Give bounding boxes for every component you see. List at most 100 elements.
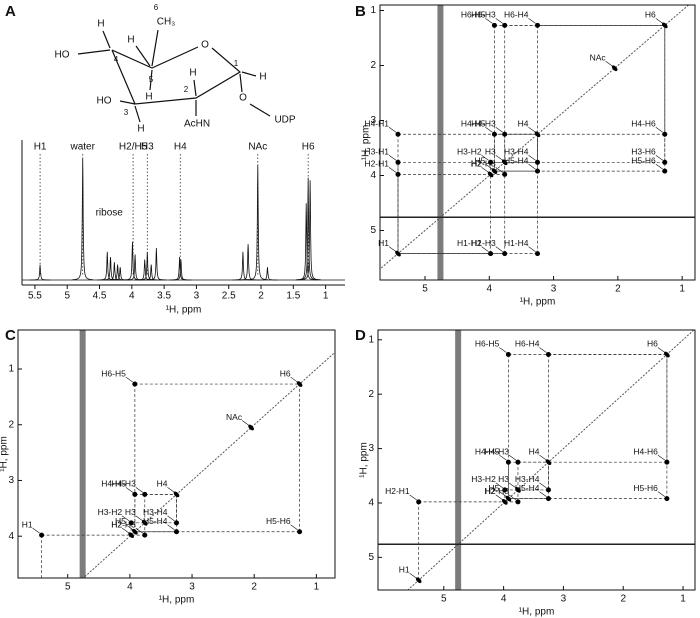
y-tick-label: 1 bbox=[370, 5, 376, 16]
leader bbox=[121, 527, 130, 534]
peak-label: H6-H4 bbox=[504, 10, 529, 20]
cross-peak bbox=[142, 491, 148, 497]
leader bbox=[508, 454, 517, 461]
leader bbox=[495, 167, 503, 173]
leader bbox=[655, 163, 663, 170]
atom-label: CH₃ bbox=[157, 17, 176, 28]
peak-label: NAc bbox=[248, 142, 267, 153]
peak-label: H6 bbox=[647, 339, 658, 349]
peak bbox=[299, 180, 321, 281]
leader bbox=[409, 572, 417, 579]
peak-label: H2-H1 bbox=[385, 486, 410, 496]
leader bbox=[657, 454, 666, 461]
x-axis-label: ¹H, ppm bbox=[166, 305, 202, 316]
atom-label: HO bbox=[97, 96, 112, 107]
peak-label: H2 bbox=[471, 159, 482, 169]
peak-label: H2 bbox=[485, 486, 496, 496]
cross-peak bbox=[502, 22, 508, 28]
x-tick-label: 1 bbox=[323, 291, 329, 302]
leader bbox=[167, 524, 175, 530]
peak-label: H1-H3 bbox=[471, 238, 496, 248]
cross-peak bbox=[488, 159, 494, 165]
atom-label: HO bbox=[55, 50, 70, 61]
atom-label: H bbox=[259, 72, 266, 83]
leader bbox=[528, 163, 536, 170]
peak-label: H2 bbox=[111, 519, 122, 529]
cross-peak bbox=[545, 496, 551, 502]
peak bbox=[295, 203, 317, 281]
leader bbox=[481, 167, 489, 173]
cross-peak bbox=[248, 424, 254, 431]
water-band bbox=[79, 330, 86, 578]
cross-peak bbox=[174, 520, 179, 526]
atom-number: 4 bbox=[114, 55, 119, 64]
peak-label: H5-H6 bbox=[633, 483, 658, 493]
cross-peak bbox=[297, 529, 303, 535]
peak bbox=[29, 264, 51, 281]
panel-label: B bbox=[355, 3, 366, 20]
leader bbox=[290, 524, 298, 530]
leader bbox=[388, 167, 397, 173]
x-tick-label: 3 bbox=[561, 594, 567, 605]
peak-label: H6-H5 bbox=[475, 339, 500, 349]
atom-label: O bbox=[201, 40, 209, 51]
cross-peak bbox=[395, 171, 401, 177]
leader bbox=[485, 163, 493, 170]
cross-peak bbox=[664, 351, 670, 358]
leader bbox=[539, 491, 547, 497]
panel-label: D bbox=[355, 327, 366, 344]
peak-label: H4-H5 bbox=[461, 119, 486, 129]
cross-peak bbox=[515, 487, 521, 493]
peak-label: H3 bbox=[141, 142, 154, 153]
x-tick-label: 3 bbox=[551, 284, 557, 295]
leader bbox=[528, 155, 536, 161]
structure-bonds bbox=[77, 29, 271, 123]
atom-number: 2 bbox=[184, 85, 189, 94]
peak-label: H3-H4 bbox=[143, 507, 168, 517]
cross-peak bbox=[534, 131, 541, 138]
diagonal bbox=[380, 5, 689, 270]
leader bbox=[495, 127, 503, 133]
y-tick-label: 1 bbox=[8, 364, 14, 375]
leader bbox=[528, 18, 536, 24]
atom-label: H bbox=[137, 124, 144, 135]
diagonal bbox=[82, 351, 335, 578]
peak-label: H4-H3 bbox=[471, 119, 496, 129]
cross-peak bbox=[611, 65, 618, 72]
y-tick-label: 3 bbox=[8, 475, 14, 486]
peak-label: H4-H6 bbox=[633, 446, 658, 456]
cross-peak bbox=[505, 351, 511, 357]
peak-label: NAc bbox=[590, 53, 607, 63]
atom-number: 3 bbox=[124, 108, 129, 117]
cross-peak bbox=[505, 495, 512, 502]
cross-peak bbox=[535, 251, 540, 257]
peak-label: NAc bbox=[226, 412, 243, 422]
leader bbox=[655, 18, 663, 24]
cross-peak bbox=[664, 459, 670, 465]
peak-label: H3-H4 bbox=[515, 474, 540, 484]
plot-area bbox=[380, 5, 695, 280]
cross-peak bbox=[174, 529, 179, 535]
peak-label: H3-H2 bbox=[457, 147, 482, 157]
peak bbox=[72, 158, 94, 281]
cross-peak bbox=[502, 251, 508, 257]
cross-peak bbox=[535, 22, 540, 28]
cross-peak bbox=[545, 351, 551, 357]
plot-area bbox=[18, 330, 335, 578]
y-tick-label: 2 bbox=[8, 419, 14, 430]
leader bbox=[657, 491, 666, 497]
peak-label: H6-H3 bbox=[471, 10, 496, 20]
x-tick-label: 1.5 bbox=[286, 291, 300, 302]
peak-label: H4-H3 bbox=[484, 446, 509, 456]
peak-label: H3 bbox=[498, 474, 509, 484]
leader bbox=[481, 155, 489, 161]
leader bbox=[495, 246, 503, 252]
cross-peak bbox=[128, 520, 134, 526]
peak-label: H1 bbox=[378, 238, 389, 248]
y-axis-label: ¹H, ppm bbox=[359, 442, 370, 478]
cross-peak bbox=[501, 499, 508, 505]
x-tick-label: 2 bbox=[258, 291, 264, 302]
cross-peak bbox=[664, 496, 670, 502]
peak-label: H5-H6 bbox=[631, 155, 656, 165]
leader bbox=[32, 527, 40, 534]
